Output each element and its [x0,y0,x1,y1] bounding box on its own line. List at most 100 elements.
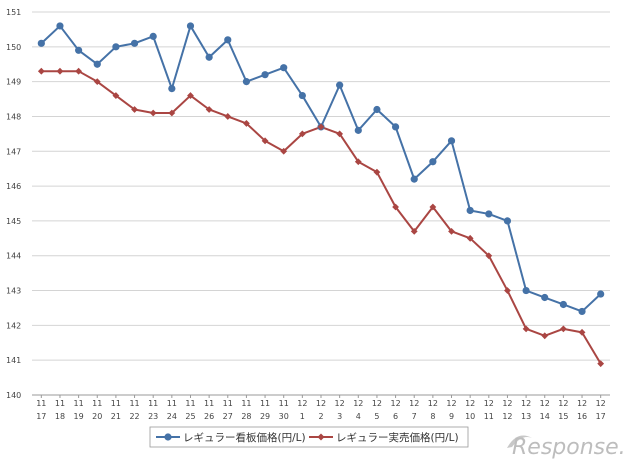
watermark-text: Response. [512,435,626,460]
data-point-0 [578,307,586,316]
series-lines [40,24,602,365]
series-markers [37,22,605,368]
grid-lines [32,11,610,396]
y-tick-label: 143 [6,287,21,296]
x-tick-label-day: 24 [167,412,177,421]
data-point-0 [205,53,213,61]
data-point-1 [93,78,101,86]
data-point-1 [280,147,288,155]
data-point-1 [466,234,474,242]
data-point-0 [559,300,567,309]
data-point-0 [503,217,512,225]
x-tick-label-day: 16 [577,412,587,421]
y-tick-label: 148 [6,112,21,121]
data-point-1 [261,137,269,145]
x-tick-label-month: 11 [241,399,251,408]
data-point-0 [447,137,456,145]
data-point-0 [429,158,437,166]
x-tick-label-month: 11 [129,399,139,408]
data-point-1 [392,203,399,211]
y-tick-label: 140 [6,391,21,400]
x-tick-label-day: 26 [204,412,214,421]
x-tick-label-day: 17 [596,412,606,421]
watermark-swoosh-icon [507,435,532,448]
x-tick-label-day: 8 [430,412,435,421]
data-point-1 [429,203,437,211]
data-point-0 [149,32,157,40]
data-point-0 [93,60,101,68]
x-tick-label-day: 10 [465,412,475,421]
x-tick-label-month: 11 [185,399,195,408]
data-point-1 [131,106,138,113]
data-point-1 [298,130,306,138]
data-point-0 [354,126,362,134]
y-tick-label: 151 [6,8,21,17]
x-tick-label-day: 23 [148,412,158,421]
x-tick-label-day: 30 [279,412,289,421]
data-point-1 [224,113,232,120]
x-tick-label-month: 11 [36,399,46,408]
data-point-1 [187,92,194,99]
x-tick-label-day: 20 [92,412,102,421]
data-point-1 [149,109,157,117]
x-tick-label-month: 12 [390,399,400,408]
data-point-0 [186,22,195,30]
x-tick-label-day: 21 [111,412,121,421]
legend: レギュラー看板価格(円/L) レギュラー実売価格(円/L) [149,426,469,448]
y-tick-label: 145 [6,217,21,226]
x-tick-label-day: 3 [337,412,342,421]
data-point-0 [168,85,176,93]
data-point-1 [578,328,586,336]
data-point-1 [410,227,418,235]
x-tick-label-month: 12 [521,399,531,408]
x-tick-label-month: 11 [92,399,102,408]
x-tick-label-day: 25 [185,412,195,421]
data-point-0 [373,105,381,114]
data-point-0 [522,286,530,295]
x-tick-label-month: 12 [335,399,345,408]
data-point-1 [317,123,325,131]
data-point-0 [597,290,605,298]
x-tick-label-day: 4 [356,412,361,421]
x-tick-label-month: 11 [279,399,289,408]
data-point-0 [37,39,45,47]
x-tick-label-month: 11 [111,399,121,408]
data-point-0 [75,46,83,54]
legend-marker-0 [164,433,172,441]
x-tick-label-month: 12 [428,399,438,408]
data-point-0 [410,175,418,183]
x-tick-label-day: 11 [484,412,494,421]
data-point-0 [391,123,400,131]
data-point-1 [597,360,605,368]
data-point-0 [280,64,288,72]
x-tick-label-day: 2 [318,412,323,421]
x-tick-label-month: 11 [55,399,65,408]
y-tick-label: 149 [6,78,21,87]
data-point-1 [205,106,213,113]
series-line-0 [40,24,602,313]
x-tick-label-month: 12 [409,399,419,408]
data-point-1 [559,325,567,333]
x-tick-label-day: 17 [36,412,46,421]
data-point-0 [242,78,251,86]
response-watermark: Response. [507,435,626,460]
y-tick-label: 141 [6,356,21,365]
x-tick-label-month: 12 [558,399,568,408]
data-point-0 [224,36,232,44]
data-point-0 [56,22,64,30]
data-point-1 [354,158,362,166]
y-tick-label: 150 [6,43,21,52]
data-point-1 [522,325,530,333]
y-axis-ticks: 140 141 142 143 144 145 146 147 148 149 150 151 [6,8,21,400]
data-point-0 [466,206,474,215]
data-point-1 [243,120,250,127]
y-tick-label: 142 [6,321,21,330]
x-tick-label-month: 12 [577,399,587,408]
x-tick-label-day: 27 [223,412,233,421]
x-tick-label-month: 12 [316,399,326,408]
data-point-0 [261,71,269,79]
y-tick-label: 146 [6,182,21,191]
x-tick-label-month: 12 [596,399,606,408]
x-tick-label-day: 29 [260,412,270,421]
